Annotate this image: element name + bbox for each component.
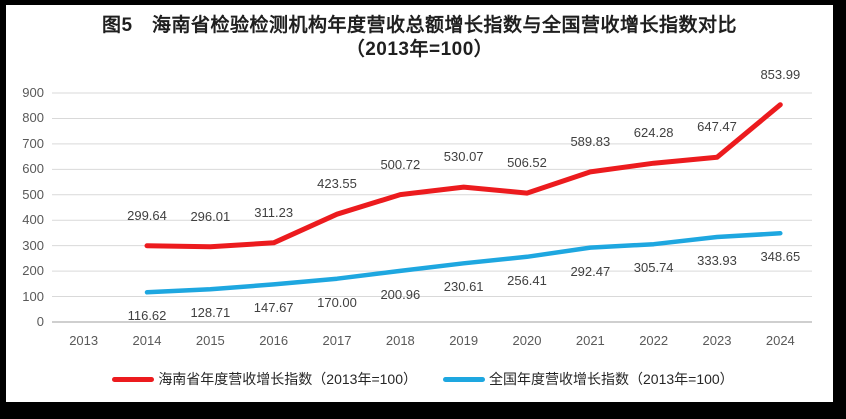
legend-swatch-national bbox=[443, 376, 485, 382]
data-label-s1-2019: 230.61 bbox=[443, 279, 484, 295]
legend-swatch-hainan bbox=[112, 376, 155, 382]
legend-item-national: 全国年度营收增长指数（2013年=100） bbox=[443, 370, 734, 388]
series-line-1 bbox=[144, 231, 783, 295]
series-line-0 bbox=[144, 102, 783, 250]
data-label-s0-2016: 311.23 bbox=[254, 204, 294, 220]
data-label-s0-2024: 853.99 bbox=[760, 66, 801, 82]
chart-canvas: 图5 海南省检验检测机构年度营收总额增长指数与全国营收增长指数对比 （2013年… bbox=[6, 5, 833, 402]
chart-title-line2: （2013年=100） bbox=[345, 39, 494, 60]
data-label-s0-2018: 500.72 bbox=[380, 156, 421, 172]
x-tick-2020: 2020 bbox=[512, 333, 542, 348]
x-tick-2022: 2022 bbox=[639, 333, 669, 348]
legend-label-national: 全国年度营收增长指数（2013年=100） bbox=[489, 371, 734, 387]
data-label-s1-2022: 305.74 bbox=[633, 260, 674, 276]
y-tick-200: 200 bbox=[22, 263, 44, 279]
data-label-s1-2016: 147.67 bbox=[253, 300, 294, 316]
x-tick-2018: 2018 bbox=[385, 333, 415, 348]
y-tick-600: 600 bbox=[22, 161, 44, 177]
x-tick-2016: 2016 bbox=[259, 333, 289, 348]
data-label-s1-2023: 333.93 bbox=[697, 253, 737, 269]
data-label-s0-2021: 589.83 bbox=[570, 133, 611, 149]
data-label-s1-2021: 292.47 bbox=[570, 263, 611, 279]
y-tick-100: 100 bbox=[22, 288, 44, 304]
data-label-s0-2014: 299.64 bbox=[127, 207, 167, 223]
x-tick-2023: 2023 bbox=[702, 333, 732, 348]
data-label-s1-2024: 348.65 bbox=[760, 249, 801, 265]
data-label-s1-2018: 200.96 bbox=[380, 286, 421, 302]
y-tick-0: 0 bbox=[36, 314, 44, 329]
data-label-s0-2022: 624.28 bbox=[633, 125, 674, 141]
data-label-s1-2020: 256.41 bbox=[507, 272, 547, 288]
data-label-s0-2020: 506.52 bbox=[507, 155, 547, 171]
y-tick-700: 700 bbox=[22, 135, 44, 151]
data-label-s0-2023: 647.47 bbox=[697, 119, 737, 135]
x-tick-2017: 2017 bbox=[322, 333, 352, 348]
data-label-s1-2017: 170.00 bbox=[317, 294, 357, 310]
data-label-s1-2014: 116.62 bbox=[127, 308, 167, 324]
y-tick-800: 800 bbox=[22, 110, 44, 126]
x-tick-2021: 2021 bbox=[575, 333, 605, 348]
y-tick-500: 500 bbox=[22, 186, 44, 202]
data-label-s0-2019: 530.07 bbox=[443, 149, 484, 165]
y-tick-900: 900 bbox=[22, 85, 44, 100]
y-tick-300: 300 bbox=[22, 237, 44, 253]
legend: 海南省年度营收增长指数（2013年=100） 全国年度营收增长指数（2013年=… bbox=[0, 370, 846, 388]
x-tick-2015: 2015 bbox=[195, 333, 225, 348]
x-tick-2013: 2013 bbox=[69, 333, 99, 348]
x-tick-2014: 2014 bbox=[132, 333, 162, 348]
x-tick-2024: 2024 bbox=[765, 333, 795, 348]
data-label-s0-2017: 423.55 bbox=[317, 176, 357, 192]
legend-label-hainan: 海南省年度营收增长指数（2013年=100） bbox=[158, 371, 417, 387]
chart-title: 图5 海南省检验检测机构年度营收总额增长指数与全国营收增长指数对比 （2013年… bbox=[6, 14, 833, 62]
chart-title-line1: 图5 海南省检验检测机构年度营收总额增长指数与全国营收增长指数对比 bbox=[101, 15, 738, 36]
legend-item-hainan: 海南省年度营收增长指数（2013年=100） bbox=[112, 370, 417, 388]
x-tick-2019: 2019 bbox=[449, 333, 479, 348]
y-tick-400: 400 bbox=[22, 212, 44, 228]
data-label-s0-2015: 296.01 bbox=[190, 208, 231, 224]
data-label-s1-2015: 128.71 bbox=[190, 305, 231, 321]
